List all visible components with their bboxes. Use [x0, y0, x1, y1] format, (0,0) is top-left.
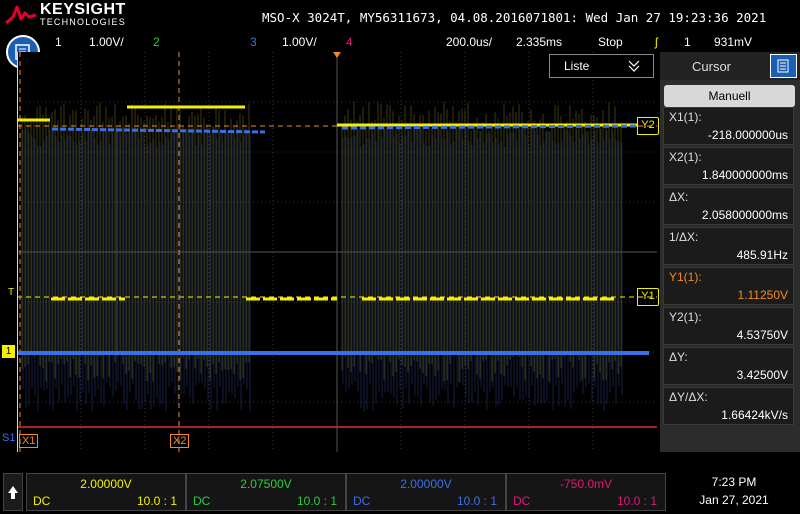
cursor-panel: Cursor Manuell X1(1): -218.000000us X2(1):… — [660, 52, 800, 452]
channel-status-bar: 1 1.00V/ 2 3 1.00V/ 4 200.0us/ 2.335ms S… — [0, 32, 800, 52]
ch3-scale[interactable]: 1.00V/ — [282, 35, 317, 49]
cursor-readout-label: ΔY: — [669, 350, 688, 364]
cursor-readout-value: 3.42500V — [736, 368, 788, 382]
cursor-readout-value: 1.11250V — [737, 288, 789, 302]
cursor-readout-label: ΔX: — [669, 190, 689, 204]
channel-2-offset-slot[interactable]: 2.07500V DC 10.0 : 1 — [186, 473, 346, 511]
channel-probe-ratio: 10.0 : 1 — [456, 494, 497, 508]
trigger-icon: ʃ — [655, 35, 658, 49]
cursor-readout-label: Y1(1): — [669, 270, 702, 284]
channel-coupling: DC — [353, 494, 371, 508]
cursor-mode-button[interactable]: Manuell — [664, 85, 795, 107]
cursor-readout-row: ΔX: 2.058000000ms — [663, 187, 794, 225]
channel-probe-ratio: 10.0 : 1 — [296, 494, 337, 508]
panel-title: Cursor — [692, 59, 732, 74]
run-state[interactable]: Stop — [598, 35, 623, 49]
ch3-upper-level — [51, 127, 266, 134]
cursor-readout-value: -218.000000us — [707, 128, 788, 142]
list-button-label: Liste — [564, 59, 590, 73]
panel-menu-icon — [777, 59, 789, 73]
cursor-readout-label: ΔY/ΔX: — [669, 390, 708, 404]
ch1-number[interactable]: 1 — [55, 35, 62, 49]
channel-offset-value: 2.00000V — [80, 477, 132, 491]
ch2-number[interactable]: 2 — [153, 35, 160, 49]
cursor-readout-row: 1/ΔX: 485.91Hz — [663, 227, 794, 265]
cursor-readout-row: Y1(1): 1.11250V — [663, 267, 794, 305]
panel-menu-button[interactable] — [770, 54, 797, 78]
ch3-number[interactable]: 3 — [250, 35, 257, 49]
trigger-level[interactable]: 931mV — [714, 35, 753, 49]
brand-subtitle: TECHNOLOGIES — [40, 17, 126, 27]
y2-cursor-marker[interactable]: Y2 — [637, 117, 659, 135]
cursor-readout-value: 485.91Hz — [736, 248, 788, 262]
clock-date: Jan 27, 2021 — [699, 493, 769, 507]
channel-coupling: DC — [193, 494, 211, 508]
ch1-ground-marker[interactable]: 1 — [2, 345, 15, 358]
channel-offset-value: -750.0mV — [559, 477, 613, 491]
expand-button[interactable] — [3, 473, 23, 511]
panel-header: Cursor — [660, 52, 800, 80]
ch1-scale[interactable]: 1.00V/ — [89, 35, 124, 49]
up-arrow-icon — [8, 486, 18, 499]
cursor-readout-label: X2(1): — [669, 150, 702, 164]
digital-channel-marker[interactable]: S1 — [2, 432, 16, 444]
cursor-readout-row: ΔY: 3.42500V — [663, 347, 794, 385]
trigger-channel[interactable]: 1 — [684, 35, 691, 49]
keysight-logo-icon — [5, 5, 37, 25]
cursor-readout-label: Y2(1): — [669, 310, 702, 324]
channel-probe-ratio: 10.0 : 1 — [136, 494, 177, 508]
header-bar: KEYSIGHT TECHNOLOGIES MSO-X 3024T, MY563… — [0, 0, 800, 50]
trigger-position-icon — [333, 52, 341, 58]
cursor-readout-row: ΔY/ΔX: 1.66424kV/s — [663, 387, 794, 425]
list-dropdown-icon — [628, 60, 640, 72]
ch3-upper-level — [341, 124, 638, 130]
channel-coupling: DC — [33, 494, 51, 508]
cursor-readout-row: Y2(1): 4.53750V — [663, 307, 794, 345]
instrument-info: MSO-X 3024T, MY56311673, 04.08.201607180… — [262, 10, 767, 25]
brand-name: KEYSIGHT — [40, 1, 126, 18]
delay-value[interactable]: 2.335ms — [516, 35, 563, 49]
list-button[interactable]: Liste — [549, 54, 654, 78]
clock-time: 7:23 PM — [711, 475, 757, 489]
cursor-readout-value: 1.840000000ms — [701, 168, 788, 182]
x2-cursor-marker[interactable]: X2 — [170, 434, 190, 448]
ch4-number[interactable]: 4 — [346, 35, 353, 49]
cursor-readout-value: 1.66424kV/s — [721, 408, 788, 422]
channel-coupling: DC — [513, 494, 531, 508]
cursor-readout-value: 2.058000000ms — [701, 208, 788, 222]
waveform-display[interactable]: Liste Y2 Y1 X1 X2 — [16, 52, 659, 452]
channel-1-offset-slot[interactable]: 2.00000V DC 10.0 : 1 — [26, 473, 186, 511]
cursor-readout-label: X1(1): — [669, 110, 702, 124]
x1-cursor-marker[interactable]: X1 — [19, 434, 39, 448]
cursor-readout-row: X1(1): -218.000000us — [663, 107, 794, 145]
channel-offset-value: 2.07500V — [240, 477, 292, 491]
channel-offset-value: 2.00000V — [400, 477, 452, 491]
timebase-value[interactable]: 200.0us/ — [446, 35, 493, 49]
cursor-readout-value: 4.53750V — [736, 328, 788, 342]
cursor-readout-label: 1/ΔX: — [669, 230, 699, 244]
channel-probe-ratio: 10.0 : 1 — [616, 494, 657, 508]
channel-3-offset-slot[interactable]: 2.00000V DC 10.0 : 1 — [346, 473, 506, 511]
channel-4-offset-slot[interactable]: -750.0mV DC 10.0 : 1 — [506, 473, 666, 511]
cursor-readout-row: X2(1): 1.840000000ms — [663, 147, 794, 185]
trigger-level-marker[interactable]: T — [8, 287, 15, 298]
waveform-canvas — [16, 52, 657, 452]
y1-cursor-marker[interactable]: Y1 — [637, 288, 659, 306]
